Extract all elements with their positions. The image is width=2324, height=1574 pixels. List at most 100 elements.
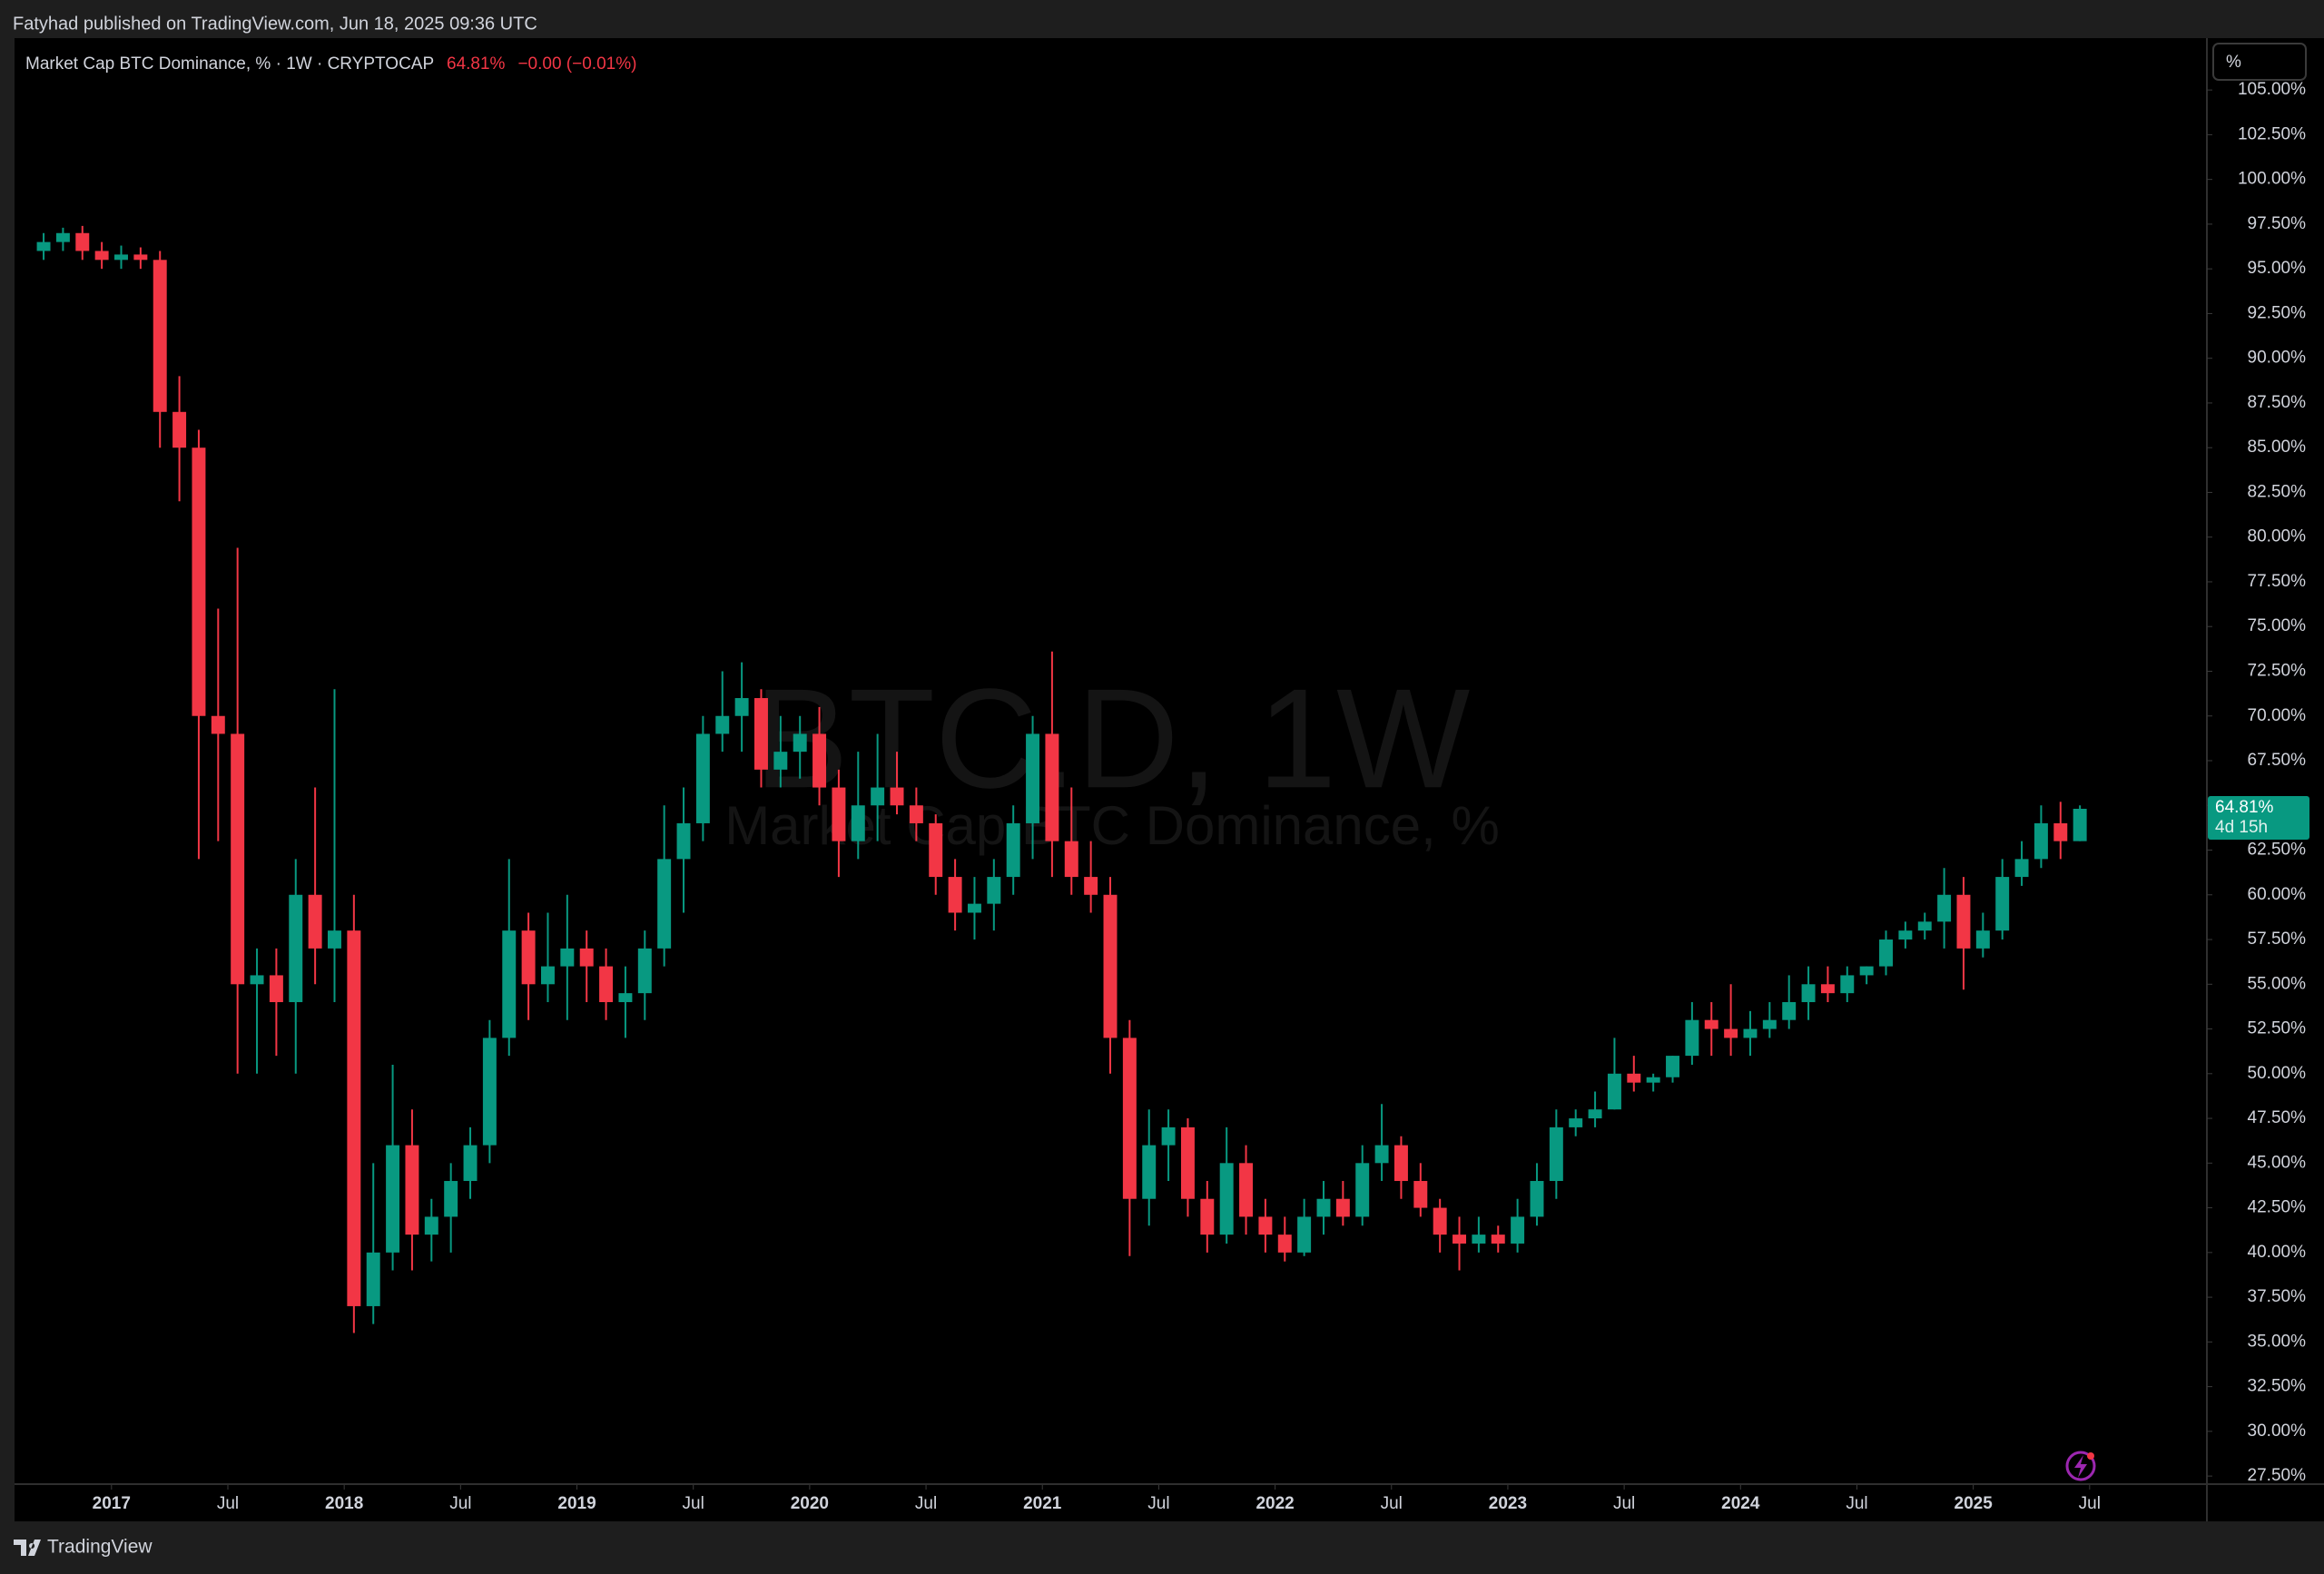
candle-body [773,752,788,770]
candle-body [1258,1216,1273,1235]
candle-body [734,698,749,716]
y-tick-label: 47.50% [2248,1108,2307,1127]
x-tick-label: 2021 [1023,1494,1062,1513]
candle-body [1026,733,1040,823]
candle-body [657,859,672,949]
candle-body [424,1216,438,1235]
candle-body [386,1145,400,1253]
candle-body [1335,1198,1350,1217]
candle-body [94,251,109,261]
last-price-label: 64.81% [2215,798,2274,817]
y-tick-label: 75.00% [2248,616,2307,635]
legend-last: 64.81% [447,54,506,74]
x-tick-label: 2019 [557,1494,596,1513]
candle-body [1491,1235,1505,1244]
y-tick-label: 97.50% [2248,214,2307,233]
y-tick-label: 100.00% [2238,170,2306,189]
y-tick-label: 35.00% [2248,1332,2307,1351]
candle-body [2073,809,2087,841]
candle-body [1704,1019,1718,1029]
countdown-label: 4d 15h [2215,818,2268,837]
y-tick-label: 95.00% [2248,259,2307,278]
x-tick-label: Jul [683,1494,704,1513]
candle-body [1180,1126,1195,1199]
candle-body [2014,859,2029,878]
footer-brand: TradingView [47,1537,153,1558]
candle-body [1685,1019,1699,1057]
candle-body [890,787,904,806]
candle-body [871,787,885,806]
candle-body [1239,1163,1254,1217]
candle-body [832,787,846,841]
y-tick-label: 60.00% [2248,885,2307,904]
candle-body [1549,1126,1563,1182]
candle-body [695,733,710,823]
candle-body [541,966,555,985]
candle-body [987,877,1001,904]
candle-body [328,930,341,949]
candle-body [1142,1145,1157,1199]
candle-body [1569,1118,1583,1127]
candle-body [211,715,225,734]
y-tick-label: 90.00% [2248,349,2307,368]
scale-mode-box[interactable] [2212,43,2307,81]
candle-body [812,733,827,788]
candle-body [2053,822,2068,841]
y-tick-label: 67.50% [2248,751,2307,770]
candle-body [289,894,303,1002]
candle-body [55,232,70,242]
x-tick-label: 2025 [1955,1494,1994,1513]
candle-body [269,975,283,1002]
candle-body [1530,1181,1544,1217]
candle-body [347,930,361,1306]
candle-body [133,254,148,261]
y-tick-label: 102.50% [2238,124,2306,143]
candle-body [1840,975,1855,994]
candle-body [676,822,691,860]
candle-body [1045,733,1059,841]
scale-mode[interactable]: % [2226,53,2241,72]
legend-title: Market Cap BTC Dominance, % · 1W · CRYPT… [25,54,434,74]
candle-body [502,930,517,1038]
candle-body [1859,966,1874,976]
candle-body [1646,1077,1660,1083]
candle-body [405,1145,419,1235]
x-tick-label: Jul [1381,1494,1403,1513]
candle-body [444,1181,458,1217]
candle-body [637,948,652,994]
candle-body [1898,930,1913,940]
candle-body [1782,1001,1797,1020]
candle-body [308,894,322,949]
candle-body [366,1252,380,1306]
candle-body [1879,939,1893,967]
candle-body [1084,877,1098,895]
candle-body [1607,1073,1621,1110]
y-tick-label: 27.50% [2248,1466,2307,1485]
candle-body [1103,894,1118,1038]
candle-body [1355,1163,1370,1217]
candle-body [851,805,865,841]
y-tick-label: 92.50% [2248,303,2307,322]
candle-body [1374,1145,1389,1164]
x-tick-label: 2023 [1489,1494,1527,1513]
alert-icon[interactable] [2065,1451,2096,1481]
candle-body [1917,921,1932,931]
candle-body [1588,1109,1602,1119]
y-tick-label: 32.50% [2248,1377,2307,1396]
candle-body [929,822,943,878]
legend-change: −0.00 (−0.01%) [517,54,636,74]
candle-body [36,241,51,251]
y-tick-label: 57.50% [2248,930,2307,949]
candle-body [192,448,206,716]
tv-logo [14,1540,41,1556]
y-tick-label: 80.00% [2248,527,2307,546]
price-axis [2208,38,2324,1483]
candle-body [1627,1073,1641,1083]
x-tick-label: Jul [1846,1494,1867,1513]
candle-body [579,948,594,967]
candle-body [967,903,981,913]
candle-body [715,715,730,734]
y-tick-label: 70.00% [2248,706,2307,725]
y-tick-label: 42.50% [2248,1198,2307,1217]
